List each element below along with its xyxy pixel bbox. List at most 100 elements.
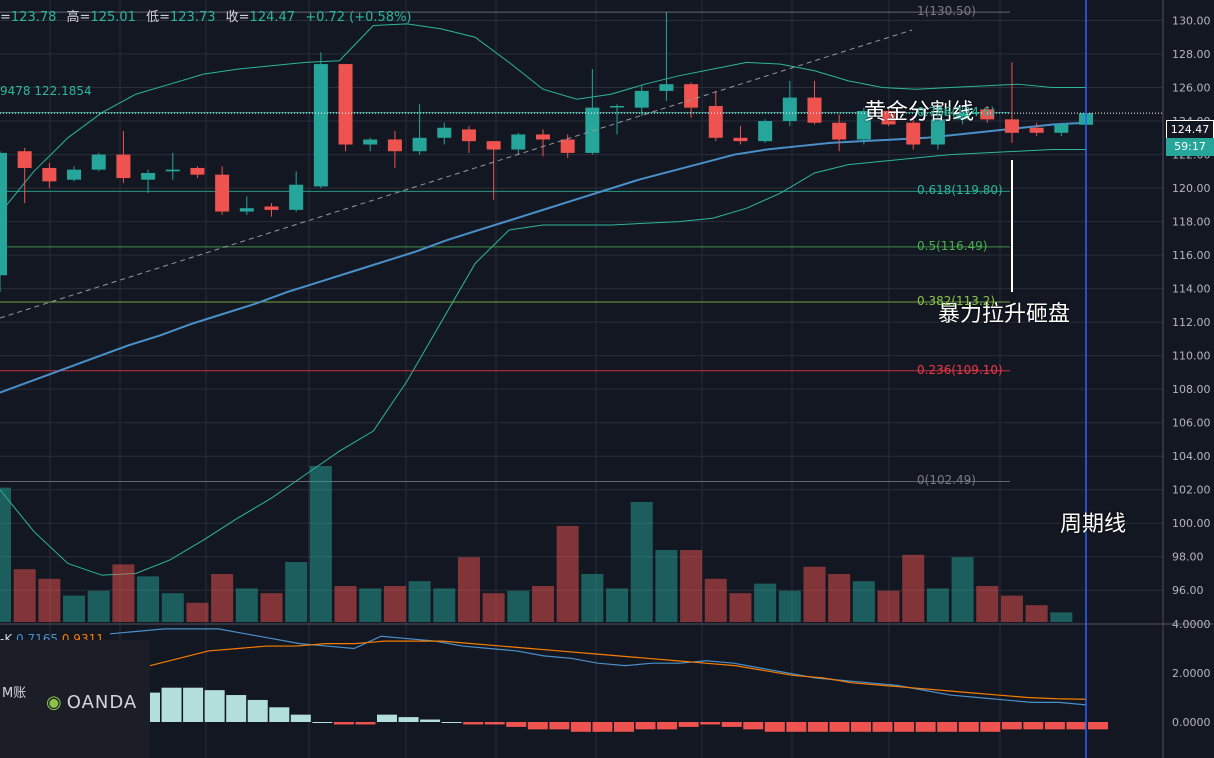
candle-body — [461, 129, 476, 142]
volume-bar — [309, 466, 332, 622]
volume-bars — [0, 466, 1073, 622]
candle-body — [733, 137, 748, 142]
macd-histogram-bar — [807, 722, 828, 732]
surge-dump-annotation: 暴力拉升砸盘 — [938, 302, 1071, 327]
macd-histogram-bar — [549, 722, 570, 730]
volume-bar — [285, 562, 308, 622]
change-value: +0.72 (+0.58%) — [305, 10, 412, 25]
candle-body — [437, 127, 452, 138]
volume-bar — [137, 576, 160, 622]
candle-body — [1054, 124, 1069, 133]
cycle-line-annotation: 周期线 — [1060, 512, 1127, 537]
price-tick-label: 126.00 — [1172, 82, 1211, 95]
macd-histogram-bar — [1088, 722, 1108, 730]
price-tick-label: 114.00 — [1172, 283, 1211, 296]
candle-body — [239, 208, 254, 212]
macd-histogram-bar — [441, 722, 462, 723]
macd-histogram-bar — [269, 707, 290, 722]
macd-histogram-bar — [183, 687, 204, 722]
price-tick-label: 100.00 — [1172, 517, 1211, 530]
fib-label: 0.382(113.2) — [917, 294, 996, 309]
price-tick-label: 98.00 — [1172, 551, 1204, 564]
bb-lower — [0, 149, 1086, 576]
volume-bar — [902, 554, 925, 622]
volume-bar — [581, 574, 604, 622]
macd-histogram-bar — [786, 722, 807, 732]
candle-body — [782, 97, 797, 122]
fib-trend-line — [0, 29, 913, 319]
macd-histogram-bar — [764, 722, 785, 732]
candle-body — [856, 111, 871, 140]
volume-bar — [778, 590, 801, 622]
candle-body — [0, 152, 7, 276]
volume-bar — [161, 593, 184, 622]
macd-histogram-bar — [657, 722, 678, 730]
macd-histogram-bar — [570, 722, 591, 732]
macd-histogram-bar — [204, 690, 225, 722]
volume-bar — [976, 586, 999, 622]
volume-bar — [532, 586, 554, 622]
macd-histogram-bar — [420, 719, 441, 722]
candle-body — [338, 64, 353, 145]
volume-bar — [1025, 605, 1048, 622]
candle-body — [684, 84, 699, 108]
oanda-mark-icon: ◉ — [46, 692, 63, 713]
price-tick-label: 110.00 — [1172, 350, 1211, 363]
bb-upper — [0, 23, 1086, 214]
candle-body — [289, 184, 304, 210]
volume-bar — [112, 564, 135, 622]
oanda-brand: OANDA — [66, 692, 138, 713]
macd-histogram-bar — [614, 722, 634, 732]
volume-bar — [13, 569, 36, 622]
volume-bar — [211, 574, 234, 622]
price-tick-label: 118.00 — [1172, 216, 1211, 229]
candle-body — [758, 121, 773, 142]
macd-histogram-bar — [980, 722, 1001, 732]
fib-label: 0.618(119.80) — [917, 183, 1003, 198]
macd-panel — [109, 628, 1108, 732]
bollinger-readout: 9478 122.1854 — [0, 84, 92, 98]
macd-histogram-bar — [894, 722, 915, 732]
volume-bar — [926, 588, 949, 622]
macd-histogram-bar — [312, 722, 333, 723]
volume-bar — [359, 588, 382, 622]
moving-average — [0, 121, 1087, 394]
candle-body — [980, 109, 995, 120]
candle-body — [881, 111, 896, 125]
macd-histogram-bar — [1023, 722, 1044, 730]
volume-bar — [38, 578, 61, 622]
price-tick-label: 102.00 — [1172, 484, 1211, 497]
oanda-logo: ◉ OANDA — [46, 692, 137, 713]
volume-bar — [1000, 595, 1023, 622]
macd-histogram-bar — [592, 722, 613, 732]
open-value: 123.78 — [10, 10, 57, 25]
candle-body — [313, 64, 328, 187]
candle-body — [610, 105, 625, 108]
volume-bar — [729, 593, 752, 622]
macd-tick-label: 2.0000 — [1172, 667, 1211, 680]
volume-bar — [754, 583, 777, 622]
macd-histogram-bar — [678, 722, 699, 727]
candle-body — [955, 112, 970, 120]
volume-bar — [852, 581, 875, 622]
golden-ratio-annotation: 黄金分割线 — [864, 100, 975, 125]
volume-bar — [482, 593, 505, 622]
candle-body — [116, 154, 131, 179]
macd-histogram-bar — [377, 714, 397, 722]
macd-histogram-bar — [721, 722, 742, 727]
close-label: 收= — [225, 10, 250, 25]
macd-histogram-bar — [161, 687, 182, 722]
candle-body — [363, 139, 378, 145]
volume-bar — [235, 588, 258, 622]
price-tick-label: 106.00 — [1172, 417, 1211, 430]
volume-bar — [655, 550, 678, 622]
bollinger-bands — [0, 23, 1086, 576]
fib-label: 0.5(116.49) — [917, 238, 988, 253]
candle-body — [511, 134, 526, 150]
macd-histogram-bar — [398, 717, 419, 722]
volume-bar — [556, 526, 579, 622]
price-tick-label: 96.00 — [1172, 584, 1204, 597]
candlesticks[interactable] — [0, 12, 1093, 292]
